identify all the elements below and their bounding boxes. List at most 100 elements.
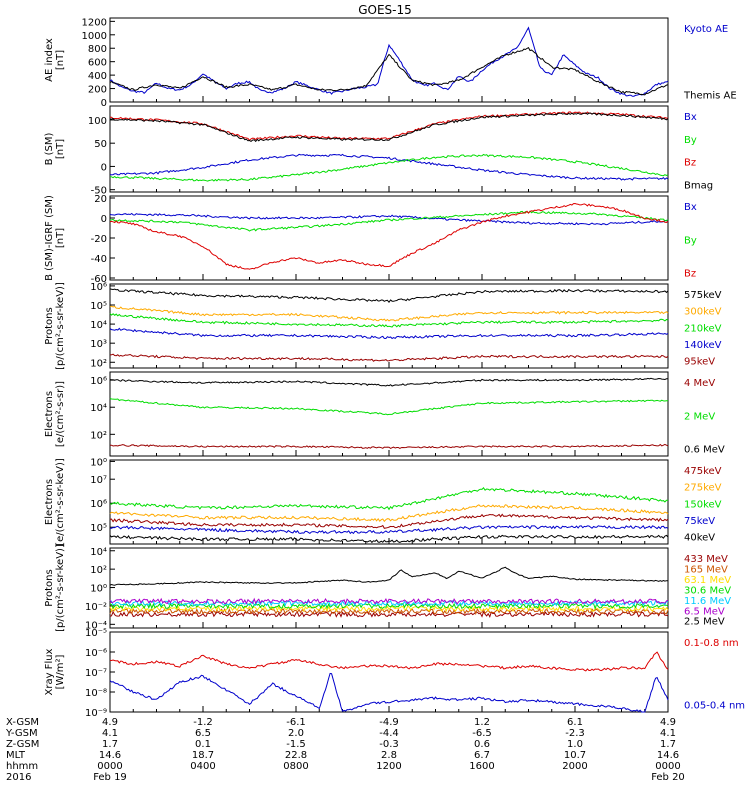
footer-row-label: X-GSM	[6, 717, 39, 728]
y-tick-label: 100	[88, 116, 107, 127]
footer-cell: 6.1	[567, 717, 583, 728]
legend-label: 433 MeV	[684, 554, 728, 565]
y-tick-label: 10⁰	[90, 584, 107, 595]
series-line-475keV	[109, 513, 669, 529]
panel-frame	[109, 631, 669, 713]
footer-cell: 1.2	[474, 717, 490, 728]
footer-cell: 0000	[97, 761, 122, 772]
series-line-Bx	[109, 212, 669, 226]
y-tick-label: 10²	[90, 565, 107, 576]
series-line-0-6-MeV	[109, 377, 668, 387]
series-line-Bmag	[109, 112, 669, 143]
footer-cell: 0000	[655, 761, 680, 772]
legend-label: 0.05-0.4 nm	[684, 701, 745, 712]
footer-cell: 2000	[562, 761, 587, 772]
y-axis-label: [W/m²]	[55, 654, 66, 689]
footer-cell: 14.6	[99, 750, 121, 761]
footer-ephemeris: X-GSMY-GSMZ-GSMMLThhmm20164.94.11.714.60…	[5, 717, 685, 783]
y-tick-label: 10³	[90, 339, 107, 350]
series-line-4-MeV	[109, 443, 669, 449]
footer-cell: -0.3	[379, 739, 399, 750]
y-tick-label: 400	[88, 71, 107, 82]
series-line-Bx	[109, 153, 669, 181]
y-tick-label: 0	[101, 214, 107, 225]
panel-frame	[109, 195, 669, 281]
y-tick-label: 10⁴	[90, 320, 107, 331]
panel-bigrf: 20 0 -20 -40 -60 B (SM)-IGRF (SM) [nT] Bx By Bz	[44, 194, 697, 285]
series-line-Kyoto-AE	[109, 26, 669, 97]
y-tick-label: 10⁴	[90, 547, 107, 558]
y-axis-label: [p/(cm²-s-sr-keV)]	[55, 282, 66, 370]
y-axis-label: Electrons	[44, 391, 55, 437]
footer-cell: 6.5	[195, 728, 211, 739]
series-line-2-MeV	[109, 397, 668, 416]
footer-row-label: 2016	[6, 772, 31, 783]
footer-cell: 4.9	[660, 717, 676, 728]
y-tick-label: 10²	[90, 358, 107, 369]
footer-cell: 0.1	[195, 739, 211, 750]
footer-cell: 18.7	[192, 750, 214, 761]
legend-label: 6.5 MeV	[684, 606, 725, 617]
y-tick-label: 10⁻⁸	[85, 688, 107, 699]
legend-label: 575keV	[684, 290, 722, 301]
series-line-Bz	[109, 111, 668, 142]
series-line-150keV	[109, 487, 668, 511]
footer-cell: 1200	[376, 761, 401, 772]
footer-cell: 2.0	[288, 728, 304, 739]
footer-cell: -4.4	[379, 728, 399, 739]
panel-frame	[109, 547, 669, 629]
y-tick-label: 50	[94, 139, 107, 150]
legend-label: 0.1-0.8 nm	[684, 638, 739, 649]
series-line-275keV	[109, 504, 669, 523]
series-line-40keV	[109, 534, 669, 544]
legend-label: 150keV	[684, 499, 722, 510]
series-line-95keV	[109, 353, 669, 362]
footer-cell: 10.7	[564, 750, 586, 761]
y-tick-label: 600	[88, 58, 107, 69]
y-tick-label: 0	[101, 98, 107, 109]
y-tick-label: 10⁻⁷	[85, 668, 107, 679]
y-tick-label: 10⁵	[90, 301, 107, 312]
footer-cell: -6.1	[286, 717, 306, 728]
y-tick-label: 10⁷	[90, 475, 107, 486]
footer-cell: -4.9	[379, 717, 399, 728]
footer-cell: 1.7	[102, 739, 118, 750]
series-line-2-5-MeV	[109, 566, 669, 586]
legend-label: Themis AE	[683, 91, 737, 102]
legend-label: 2 MeV	[684, 411, 715, 422]
legend-label: 63.1 MeV	[684, 575, 731, 586]
footer-cell: 14.6	[657, 750, 679, 761]
legend-label: Bz	[684, 158, 696, 169]
legend-label: 75keV	[684, 516, 715, 527]
legend-label: 475keV	[684, 466, 722, 477]
footer-row-label: Y-GSM	[5, 728, 38, 739]
legend-label: 4 MeV	[684, 378, 715, 389]
series-line-By	[109, 210, 669, 232]
footer-cell: 4.9	[102, 717, 118, 728]
series-line-11-6-MeV	[109, 599, 669, 607]
y-axis-label: [nT]	[55, 228, 66, 248]
y-axis-label: AE index	[44, 38, 55, 82]
y-axis-label: Xray Flux	[44, 648, 55, 695]
y-tick-label: 10⁻⁹	[85, 708, 107, 719]
legend-label: 0.6 MeV	[684, 445, 725, 456]
series-line-0-05-0-4-nm	[109, 672, 669, 713]
legend-label: Kyoto AE	[684, 24, 728, 35]
legend-label: Bmag	[684, 180, 713, 191]
footer-cell: -6.5	[472, 728, 492, 739]
series-line-By	[109, 153, 669, 182]
legend-label: 11.6 MeV	[684, 596, 731, 607]
footer-row-label: Z-GSM	[6, 739, 39, 750]
y-axis-label: Electrons	[44, 479, 55, 525]
footer-cell: 0.6	[474, 739, 490, 750]
series-line-Bz	[109, 202, 669, 270]
footer-row-label: hhmm	[6, 761, 38, 772]
legend-label: 40keV	[684, 533, 715, 544]
y-tick-label: -40	[91, 254, 107, 265]
legend-label: 300keV	[684, 307, 722, 318]
legend-label: 140keV	[684, 340, 722, 351]
legend-label: By	[684, 135, 697, 146]
y-tick-label: 800	[88, 44, 107, 55]
y-tick-label: 10⁶	[90, 282, 107, 293]
